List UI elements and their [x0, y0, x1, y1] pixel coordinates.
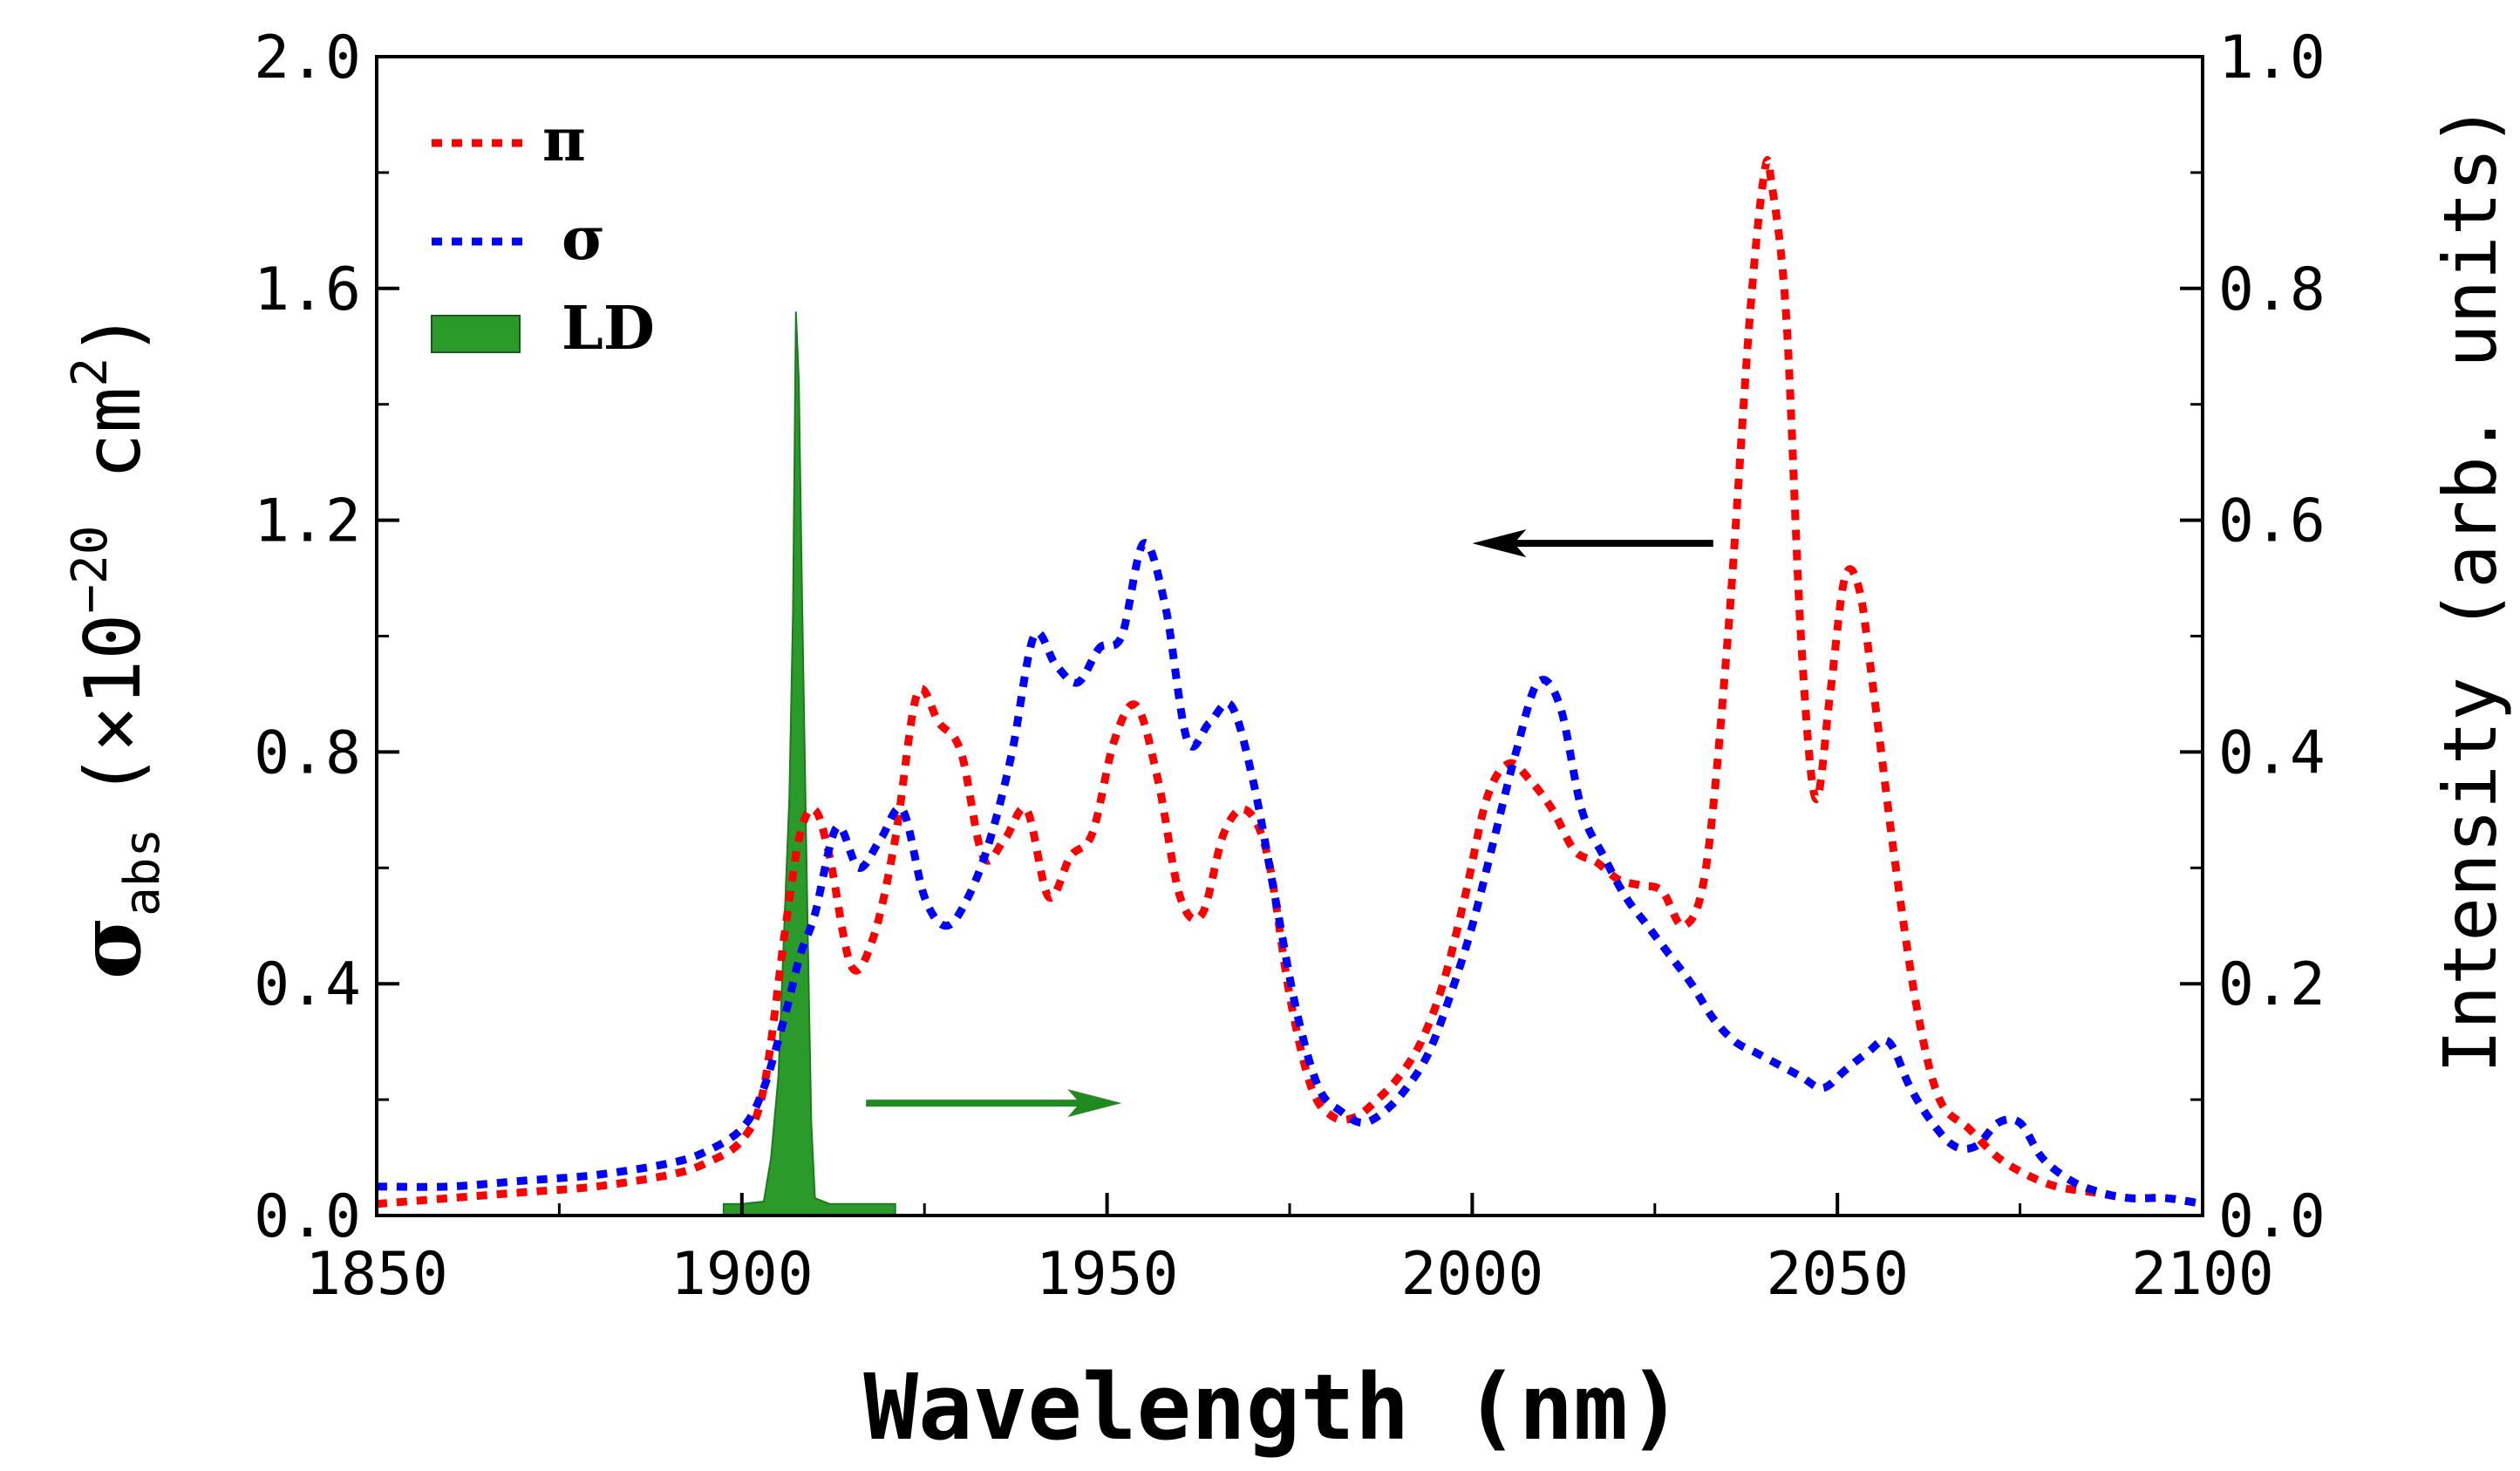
x-tick-label: 2000 [1401, 1240, 1544, 1309]
y-right-tick-label: 0.0 [2218, 1182, 2326, 1251]
legend-ld-swatch [431, 315, 521, 353]
y-right-tick-label: 0.4 [2218, 718, 2326, 787]
y-right-tick-label: 0.8 [2218, 255, 2326, 324]
y-right-axis-title: Intensity (arb. units) [2428, 104, 2513, 1074]
y-left-tick-label: 0.0 [254, 1182, 361, 1251]
right-axis-arrow-head [1067, 1089, 1122, 1118]
annotation-arrows [866, 529, 1713, 1118]
legend-ld-label: LD [562, 294, 655, 364]
ld-spectrum-fill [722, 311, 896, 1216]
pi-series-line [376, 156, 2203, 1209]
unit-exponent: −20 [62, 526, 119, 614]
y-left-tick-label: 1.2 [254, 487, 361, 556]
x-tick-label: 2050 [1766, 1240, 1909, 1309]
unit-prefix: (×10 [68, 614, 158, 799]
series-line-layer [376, 156, 2203, 1209]
ld-fill-layer [722, 311, 896, 1216]
unit-squared: 2 [62, 358, 119, 387]
unit-base: cm [68, 387, 158, 526]
x-axis-title: Wavelength (nm) [863, 1354, 1682, 1461]
legend-sigma-label: σ [562, 204, 605, 274]
y-right-tick-label: 1.0 [2218, 24, 2326, 92]
y-right-tick-label: 0.6 [2218, 487, 2326, 556]
y-left-tick-label: 2.0 [254, 24, 361, 92]
legend: π σ LD [431, 106, 655, 364]
x-tick-label: 1950 [1036, 1240, 1179, 1309]
sigma-symbol: σ [60, 916, 160, 979]
left-axis-arrow-head [1472, 529, 1527, 558]
y-right-tick-label: 0.2 [2218, 950, 2326, 1019]
y-left-tick-label: 0.4 [254, 950, 361, 1019]
y-left-tick-label: 0.8 [254, 718, 361, 787]
plot-frame [375, 55, 2204, 1217]
sigma-series-line [376, 539, 2203, 1209]
unit-close: ) [68, 311, 158, 358]
x-tick-label: 1900 [671, 1240, 814, 1309]
x-tick-label: 2100 [2131, 1240, 2274, 1309]
sigma-subscript: abs [114, 828, 171, 916]
axis-ticks [375, 55, 2204, 1217]
legend-pi-label: π [542, 106, 586, 175]
y-left-axis-title: σabs (×10−20 cm2) [60, 311, 171, 979]
tick-labels: 1850 1900 1950 2000 2050 21000.00.40.81.21.62… [254, 24, 2326, 1309]
x-tick-label: 1850 [305, 1240, 448, 1309]
y-left-tick-label: 1.6 [254, 255, 361, 324]
